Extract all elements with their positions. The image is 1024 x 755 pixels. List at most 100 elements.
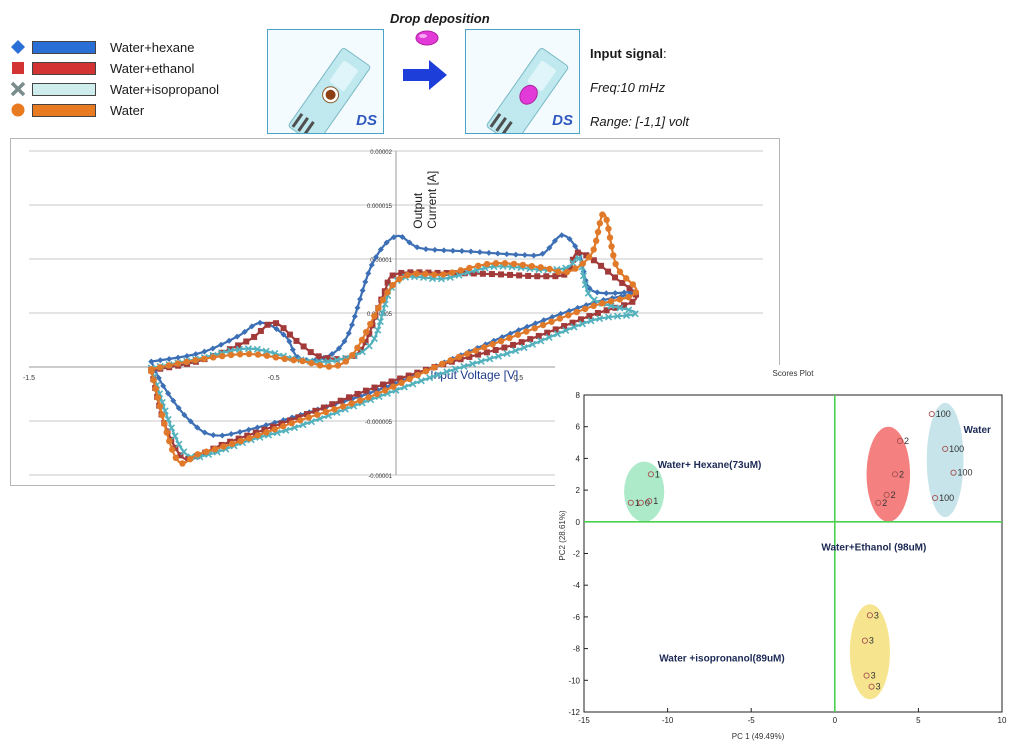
data-point [483, 349, 490, 356]
data-point [622, 311, 631, 320]
data-point [619, 279, 626, 286]
y-tick-label: -8 [573, 645, 581, 654]
data-point [434, 371, 442, 379]
data-point [608, 243, 615, 250]
point-label: 3 [876, 682, 881, 692]
data-point [271, 426, 278, 433]
data-point [561, 271, 568, 278]
data-point [561, 323, 568, 330]
data-point [183, 358, 190, 366]
data-point [201, 355, 208, 362]
legend-swatch [32, 82, 96, 96]
data-point [605, 268, 612, 275]
data-point [234, 333, 241, 340]
sensor-logo: DS [552, 112, 573, 129]
data-point [574, 249, 581, 256]
y-tick-label: -0.00001 [368, 474, 392, 480]
data-point [464, 350, 471, 357]
data-point [303, 411, 310, 418]
data-point [286, 338, 293, 345]
data-point [362, 339, 369, 346]
data-point [581, 305, 589, 313]
x-tick-label: -5 [748, 716, 756, 725]
data-point [278, 420, 285, 427]
data-point [539, 250, 546, 257]
data-point [399, 234, 406, 241]
data-point [460, 362, 468, 370]
data-point [305, 414, 312, 421]
x-tick-label: 5 [916, 716, 921, 725]
data-point [315, 353, 322, 360]
data-point [307, 349, 314, 356]
legend-label: Water+hexane [110, 39, 195, 55]
data-point [186, 455, 194, 463]
data-point [476, 249, 483, 256]
data-point [379, 381, 386, 388]
data-point [474, 262, 482, 269]
data-point [165, 390, 172, 397]
data-point [312, 407, 319, 414]
data-point [514, 331, 522, 338]
data-point [337, 397, 344, 404]
series-line [150, 212, 638, 465]
data-point [573, 308, 580, 316]
cross-marker-icon [10, 81, 26, 97]
data-point [324, 355, 331, 362]
data-point [390, 383, 397, 390]
data-point [405, 372, 412, 379]
data-point [579, 272, 588, 280]
data-point [545, 333, 553, 342]
data-point [600, 297, 607, 304]
data-point [868, 683, 875, 690]
point-label: 3 [871, 671, 876, 681]
data-point [546, 244, 553, 251]
data-point [532, 320, 539, 327]
data-point [295, 414, 302, 421]
data-point [452, 270, 459, 277]
data-point [273, 320, 280, 327]
data-point [254, 432, 262, 439]
data-point [507, 330, 514, 337]
data-point [942, 445, 949, 452]
data-point [494, 352, 503, 360]
data-point [458, 248, 465, 255]
data-point [596, 314, 604, 323]
data-point [494, 250, 501, 257]
data-point [362, 278, 369, 285]
data-point [430, 364, 438, 371]
data-point [590, 302, 597, 310]
data-point [647, 471, 654, 478]
data-point [210, 432, 217, 439]
data-point [246, 435, 253, 442]
data-point [148, 358, 155, 365]
data-point [286, 417, 293, 424]
data-point [349, 351, 356, 359]
data-point [613, 312, 622, 320]
data-point [598, 262, 605, 269]
data-point [226, 337, 233, 344]
data-point [245, 350, 253, 358]
y-axis-label: Output Current [A] [411, 171, 439, 229]
data-point [351, 313, 358, 320]
data-point [280, 331, 287, 338]
data-point [577, 316, 584, 323]
x-tick-label: 0.5 [513, 375, 523, 382]
y-tick-label: 0.00002 [370, 150, 392, 156]
data-point [492, 346, 499, 353]
cv-chart-panel: -1.5 -0.5 0.5 0.00002 0.000015 0.00001 0.00000… [10, 138, 780, 486]
data-point [379, 296, 386, 304]
data-point [263, 429, 270, 436]
data-point [485, 249, 492, 256]
data-point [567, 265, 574, 272]
data-point [569, 319, 576, 326]
data-point [334, 362, 342, 369]
data-point [554, 268, 562, 275]
data-point [515, 327, 522, 334]
data-point [928, 410, 935, 418]
data-point [606, 234, 614, 241]
data-point [286, 331, 293, 338]
data-point [322, 408, 330, 416]
data-point [579, 260, 587, 267]
data-point [170, 397, 177, 404]
